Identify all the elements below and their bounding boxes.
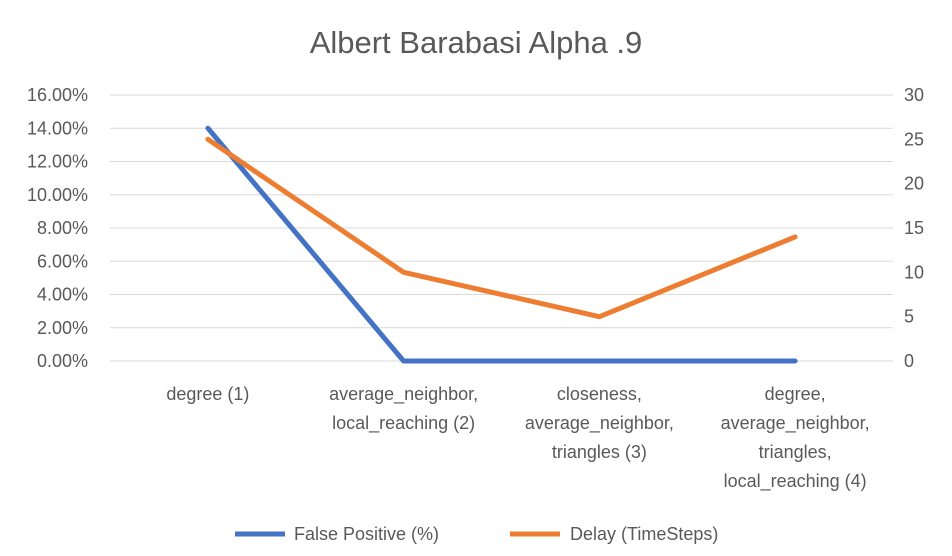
x-axis-category-label: closeness, average_neighbor, triangles (3): [525, 384, 674, 462]
right-axis-tick-label: 0: [904, 351, 914, 371]
legend-label: False Positive (%): [294, 524, 439, 544]
right-axis-tick-label: 25: [904, 129, 924, 149]
left-axis-tick-label: 8.00%: [37, 218, 88, 238]
x-axis-category-label: degree, average_neighbor, triangles, local_…: [721, 384, 870, 492]
left-axis-ticks: 0.00% 2.00% 4.00% 6.00% 8.00% 10.00% 12.00% 14.…: [27, 85, 88, 371]
right-axis-tick-label: 20: [904, 174, 924, 194]
series-line: [205, 125, 798, 364]
right-axis-tick-label: 10: [904, 262, 924, 282]
right-axis-tick-label: 5: [904, 307, 914, 327]
left-axis-tick-label: 2.00%: [37, 318, 88, 338]
left-axis-tick-label: 6.00%: [37, 251, 88, 271]
legend-label: Delay (TimeSteps): [570, 524, 718, 544]
left-axis-tick-label: 10.00%: [27, 185, 88, 205]
left-axis-tick-label: 14.00%: [27, 118, 88, 138]
gridlines: [110, 94, 893, 362]
chart-title: Albert Barabasi Alpha .9: [310, 25, 643, 60]
left-axis-tick-label: 0.00%: [37, 351, 88, 371]
right-axis-tick-label: 30: [904, 85, 924, 105]
legend: False Positive (%) Delay (TimeSteps): [235, 524, 718, 544]
series-line: [205, 136, 798, 320]
left-axis-tick-label: 4.00%: [37, 285, 88, 305]
x-axis-categories: degree (1) average_neighbor, local_reachin…: [166, 384, 869, 492]
left-axis-tick-label: 12.00%: [27, 152, 88, 172]
right-axis-ticks: 0 5 10 15 20 25 30: [904, 85, 924, 371]
series-lines: [205, 125, 798, 364]
x-axis-category-label: degree (1): [166, 384, 249, 404]
left-axis-tick-label: 16.00%: [27, 85, 88, 105]
right-axis-tick-label: 15: [904, 218, 924, 238]
x-axis-category-label: average_neighbor, local_reaching (2): [329, 384, 478, 434]
